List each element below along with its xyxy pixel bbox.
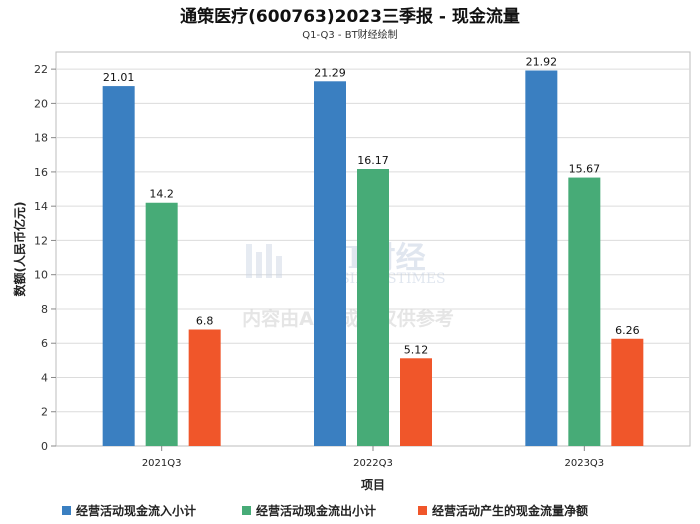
y-axis-ticks: 0 2 4 6 8 10 12 14 16 18 20 22 bbox=[34, 63, 56, 453]
bar bbox=[145, 202, 178, 446]
y-tick-label: 16 bbox=[34, 166, 48, 179]
bar bbox=[102, 86, 135, 446]
legend-item: 经营活动产生的现金流量净额 bbox=[432, 503, 588, 518]
chart-subtitle: Q1-Q3 - BT财经绘制 bbox=[302, 28, 397, 41]
bar bbox=[314, 81, 346, 447]
bar-value-label: 5.12 bbox=[404, 343, 429, 356]
bar bbox=[357, 169, 389, 447]
x-category-label: 2022Q3 bbox=[353, 458, 393, 469]
x-axis-label: 项目 bbox=[361, 478, 385, 492]
legend-item: 经营活动现金流出小计 bbox=[256, 503, 376, 518]
chart-title: 通策医疗(600763)2023三季报 - 现金流量 bbox=[180, 6, 520, 27]
bars: 21.01 14.2 6.8 21.29 16.17 5.12 21.92 15.67 6.26 bbox=[102, 56, 644, 447]
bar-value-label: 16.17 bbox=[357, 154, 389, 167]
y-axis-label: 数额(人民币亿元) bbox=[12, 202, 27, 297]
bar bbox=[611, 338, 644, 446]
bar bbox=[525, 70, 558, 447]
bar bbox=[188, 329, 221, 446]
legend-swatch bbox=[418, 506, 427, 515]
watermark-notice: 内容由AI生成，仅供参考 bbox=[242, 307, 454, 330]
y-tick-label: 4 bbox=[41, 371, 48, 384]
y-tick-label: 22 bbox=[34, 63, 48, 76]
bar-value-label: 6.8 bbox=[196, 315, 214, 328]
bar-value-label: 6.26 bbox=[615, 324, 640, 337]
y-tick-label: 6 bbox=[41, 337, 48, 350]
legend-swatch bbox=[62, 506, 71, 515]
y-tick-label: 12 bbox=[34, 234, 48, 247]
y-tick-label: 2 bbox=[41, 406, 48, 419]
bar-value-label: 21.92 bbox=[526, 56, 558, 69]
y-tick-label: 10 bbox=[34, 269, 48, 282]
x-category-label: 2023Q3 bbox=[564, 458, 604, 469]
y-tick-label: 14 bbox=[34, 200, 48, 213]
bar bbox=[400, 358, 432, 446]
y-tick-label: 8 bbox=[41, 303, 48, 316]
y-tick-label: 0 bbox=[41, 440, 48, 453]
y-tick-label: 20 bbox=[34, 97, 48, 110]
legend-item: 经营活动现金流入小计 bbox=[76, 503, 196, 518]
y-tick-label: 18 bbox=[34, 132, 48, 145]
legend: 经营活动现金流入小计 经营活动现金流出小计 经营活动产生的现金流量净额 bbox=[62, 503, 588, 518]
bar-value-label: 21.01 bbox=[103, 71, 135, 84]
bar-value-label: 14.2 bbox=[149, 188, 174, 201]
watermark-logo-icon bbox=[246, 244, 282, 278]
x-category-label: 2021Q3 bbox=[142, 458, 182, 469]
bar bbox=[568, 177, 601, 446]
bar-value-label: 15.67 bbox=[569, 163, 601, 176]
bar-value-label: 21.29 bbox=[314, 66, 346, 79]
legend-swatch bbox=[242, 506, 251, 515]
x-axis-categories: 2021Q3 2022Q3 2023Q3 bbox=[142, 446, 604, 469]
